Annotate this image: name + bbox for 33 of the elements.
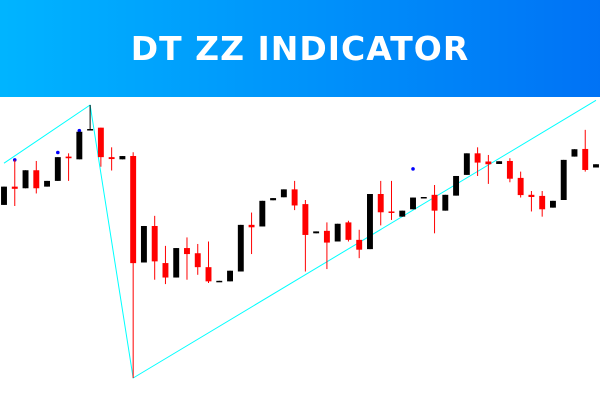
candlestick <box>292 180 298 211</box>
candlestick <box>474 146 481 176</box>
candlestick <box>388 180 394 220</box>
candlestick <box>345 220 352 242</box>
candlestick <box>410 197 416 210</box>
candlestick <box>194 243 201 276</box>
point <box>78 128 82 132</box>
candlestick <box>582 129 588 172</box>
candlestick <box>227 270 233 282</box>
candlestick <box>528 190 534 212</box>
candlestick <box>518 171 524 198</box>
candlestick <box>54 156 61 182</box>
candlestick <box>324 222 330 270</box>
candlestick <box>248 212 255 255</box>
candlestick <box>485 154 492 184</box>
candlestick <box>22 170 28 189</box>
candlestick <box>33 160 40 194</box>
candlestick <box>506 158 513 183</box>
candlestick <box>87 104 94 131</box>
candlestick <box>432 184 438 234</box>
point <box>56 150 60 154</box>
point <box>411 167 415 171</box>
candlestick <box>356 229 362 259</box>
candlestick <box>378 180 384 226</box>
candlestick <box>184 236 190 280</box>
candlestick <box>66 152 72 182</box>
candlestick <box>464 152 470 176</box>
candlestick <box>108 146 115 172</box>
candlestick <box>162 245 168 285</box>
candlestick <box>539 190 546 218</box>
chart-title: DT ZZ INDICATOR <box>130 29 470 68</box>
candlestick <box>1 186 7 206</box>
candlestick <box>206 241 212 284</box>
